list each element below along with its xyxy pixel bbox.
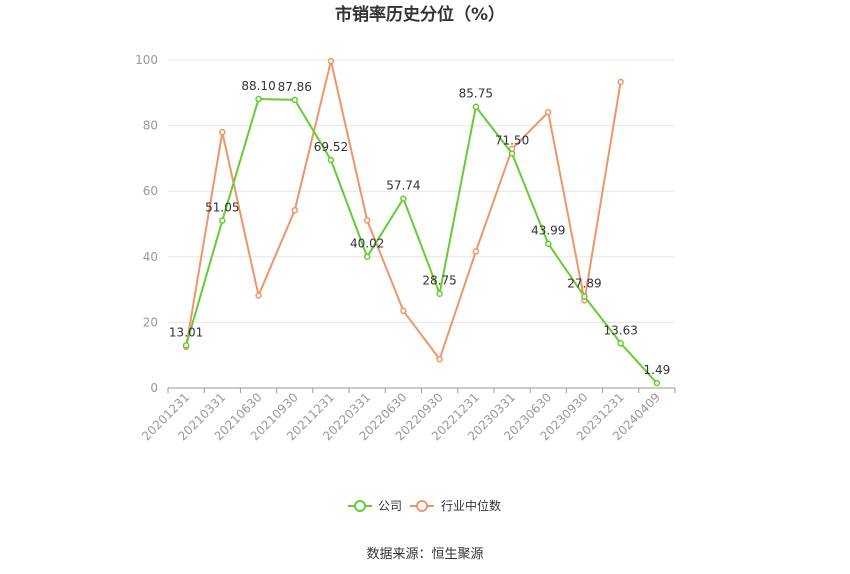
data-point [363, 253, 371, 260]
data-point [472, 103, 480, 110]
y-axis: 0 20 40 60 80 100 [135, 53, 158, 395]
chart-title: 市销率历史分位（%） [335, 4, 505, 25]
series-line [185, 60, 622, 362]
y-tick-label: 80 [143, 119, 158, 133]
data-label: 13.63 [603, 323, 637, 337]
data-point [219, 128, 226, 136]
data-label: 43.99 [531, 224, 565, 238]
data-point [472, 248, 480, 255]
data-point [219, 217, 226, 224]
data-point [617, 340, 624, 347]
data-point [363, 217, 371, 224]
data-label: 40.02 [350, 237, 384, 251]
y-tick-label: 60 [143, 184, 158, 198]
legend[interactable]: 公司 行业中位数 [348, 498, 501, 513]
data-label: 51.05 [205, 201, 239, 215]
data-point [436, 355, 443, 363]
data-label: 28.75 [422, 274, 456, 288]
data-point [255, 292, 262, 299]
data-point [327, 156, 335, 164]
data-point [327, 57, 335, 65]
data-label: 1.49 [644, 363, 671, 377]
data-label: 88.10 [241, 79, 275, 93]
data-label: 85.75 [459, 87, 493, 101]
data-labels: 13.01 51.05 88.10 87.86 69.52 40.02 57.74 28.75… [169, 79, 670, 377]
plot-area [182, 57, 661, 387]
grid [168, 59, 675, 323]
data-label: 27.89 [567, 277, 601, 291]
legend-item-0[interactable]: 公司 [348, 499, 402, 513]
y-tick-label: 0 [150, 381, 158, 395]
x-axis: 2020123120210331202106302021093020211231… [139, 387, 676, 443]
legend-label: 公司 [378, 499, 402, 513]
legend-item-1[interactable]: 行业中位数 [410, 498, 501, 513]
legend-marker [354, 500, 366, 512]
data-label: 71.50 [495, 133, 529, 147]
data-point [255, 95, 262, 103]
source-note: 数据来源：恒生聚源 [366, 547, 483, 562]
data-point [400, 195, 407, 202]
data-point [581, 293, 588, 300]
data-label: 57.74 [386, 179, 420, 193]
data-point [291, 96, 298, 104]
legend-label: 行业中位数 [441, 498, 501, 513]
data-point [436, 290, 443, 297]
data-point [545, 108, 552, 116]
y-tick-label: 40 [143, 250, 158, 264]
data-point [653, 379, 661, 387]
y-tick-label: 20 [143, 315, 158, 329]
data-label: 87.86 [278, 80, 312, 94]
series-line [185, 98, 658, 384]
legend-marker [416, 500, 428, 512]
y-tick-label: 100 [135, 53, 158, 67]
data-label: 13.01 [169, 325, 203, 339]
data-label: 69.52 [314, 140, 348, 154]
data-point [291, 206, 298, 214]
data-point [400, 307, 407, 315]
data-point [508, 150, 516, 157]
data-point [182, 342, 190, 349]
data-point [545, 240, 552, 247]
data-point [617, 78, 624, 86]
